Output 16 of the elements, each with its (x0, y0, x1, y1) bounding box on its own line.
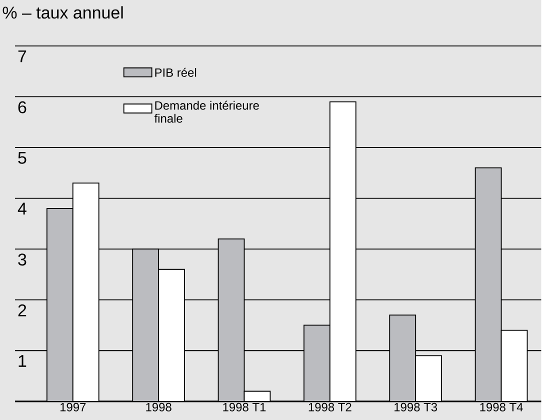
y-tick-label: 2 (18, 304, 26, 316)
x-tick-label: 1998 T1 (223, 402, 266, 412)
y-tick-label: 6 (18, 101, 26, 114)
x-tick-label: 1998 T2 (308, 402, 352, 412)
y-tick-label: 3 (18, 253, 26, 266)
y-tick-label: 1 (18, 354, 26, 367)
x-tick-label: 1998 T4 (480, 402, 523, 412)
x-tick-label: 1997 (60, 402, 86, 412)
x-tick-label: 1998 (146, 402, 172, 412)
y-tick-label: 4 (18, 202, 26, 214)
legend-label: PIB réel (155, 68, 196, 77)
chart-title: % – taux annuel (2, 6, 123, 18)
y-tick-label: 7 (18, 50, 26, 62)
y-tick-label: 5 (18, 152, 26, 164)
legend-label: Demande intérieure finale (154, 100, 259, 123)
x-tick-label: 1998 T3 (394, 402, 438, 412)
